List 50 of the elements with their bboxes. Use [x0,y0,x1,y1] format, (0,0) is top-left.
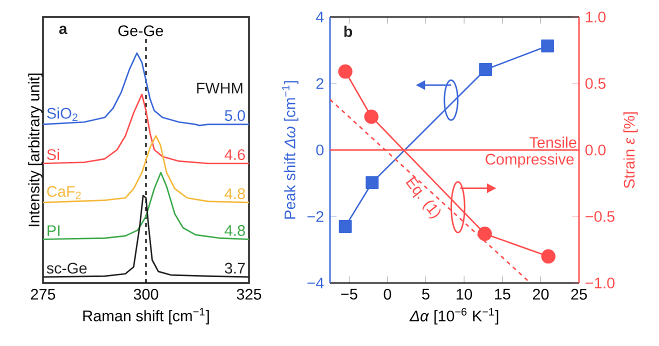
x-tick-label: 15 [495,288,510,300]
point [541,249,556,264]
annotation: b [344,26,352,37]
y-tick-label: −2 [307,211,324,222]
x-tick-label: 0 [384,288,392,300]
point [366,176,379,190]
y-axis-title: Peak shift Δω [cm$^{−1}$] [282,81,298,219]
point [479,63,492,76]
annotation: Compressive [486,153,574,168]
annotation: Eq. (1) [406,176,441,218]
annotation: 4.8 [224,225,245,236]
series-label: PI [48,225,60,236]
y-axis-title: Intensity [arbitrary unit] [28,74,42,226]
x-tick-label: 325 [236,288,262,300]
y-tick-label: 0 [316,144,324,156]
x-tick-label: −5 [341,288,358,300]
series-label: Si [47,148,59,160]
ref-line-label: Ge-Ge [118,25,163,36]
annotation: FWHM [197,82,242,94]
text: a [59,26,68,34]
point [338,64,352,79]
y-tick-label: 2 [316,78,324,89]
y2-tick-label: 0.5 [585,78,606,89]
y-tick-label: 4 [316,12,324,22]
y2-tick-label: −1.0 [586,278,615,288]
series-label: sc-Ge [46,262,87,274]
point [364,110,379,124]
point [541,39,554,52]
y2-tick-label: −0.5 [586,211,614,222]
x-tick-label: 10 [456,288,472,300]
x-tick-label: 5 [422,288,430,300]
x-axis-title: Δα [10$^{−6}$ K$^{−1}$] [409,308,498,324]
annotation: 3.7 [224,262,245,274]
annotation: 4.8 [224,188,245,200]
y2-axis-title: Strain ε [%] [623,112,638,188]
point [478,226,492,241]
x-tick-label: 20 [532,288,549,300]
x-tick-label: 25 [571,288,587,300]
ref-line-label: Tensile [530,136,576,148]
series-label: SiO$_{2}$ [47,107,78,121]
x-tick-label: 275 [30,288,56,300]
y-tick-label: −4 [307,278,324,288]
y2-tick-label: 1.0 [586,12,606,22]
annotation: 4.6 [224,149,245,160]
x-axis-title: Raman shift [cm$^{−1}$] [83,308,209,324]
x-tick-label: 300 [134,288,158,300]
series-label: CaF$_{2}$ [47,186,81,200]
y2-tick-label: 0.0 [585,144,606,156]
point [338,220,352,233]
annotation: 5.0 [224,110,245,121]
